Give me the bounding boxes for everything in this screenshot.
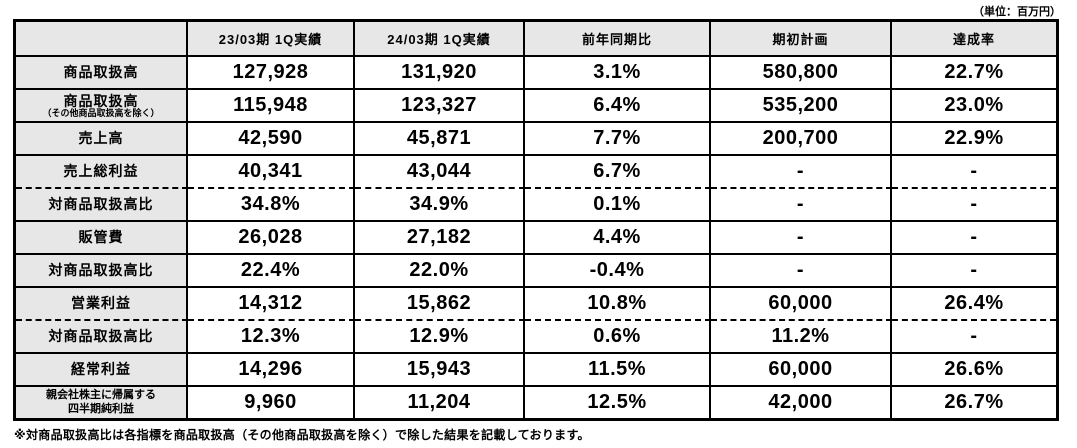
row-label: 商品取扱高: [16, 55, 188, 88]
results-table: 23/03期 1Q実績 24/03期 1Q実績 前年同期比 期初計画 達成率商品取扱高 1…: [13, 19, 1059, 421]
value-cell: 14,312: [188, 286, 355, 319]
value-cell: 60,000: [711, 286, 892, 319]
value-cell: 15,862: [355, 286, 525, 319]
value-cell: 22.9%: [892, 121, 1056, 154]
row-label: 販管費: [16, 220, 188, 253]
row-label-text: 売上総利益: [63, 163, 139, 180]
value-cell: -0.4%: [525, 253, 711, 286]
value-cell: 580,800: [711, 55, 892, 88]
value-cell: -: [711, 187, 892, 220]
column-header: 前年同期比: [525, 22, 711, 55]
value-cell: 45,871: [355, 121, 525, 154]
value-cell: -: [892, 253, 1056, 286]
value-cell: 12.3%: [188, 319, 355, 352]
value-cell: 6.7%: [525, 154, 711, 187]
value-cell: -: [892, 220, 1056, 253]
value-cell: 3.1%: [525, 55, 711, 88]
value-cell: -: [892, 319, 1056, 352]
value-cell: 26,028: [188, 220, 355, 253]
row-label-text: 対商品取扱高比: [48, 328, 154, 345]
row-label: 売上高: [16, 121, 188, 154]
row-label: 親会社株主に帰属する 四半期純利益: [16, 385, 188, 418]
value-cell: 12.9%: [355, 319, 525, 352]
row-sublabel-text: （その他商品取扱高を除く）: [42, 107, 160, 118]
footnote: ※対商品取扱高比は各指標を商品取扱高（その他商品取扱高を除く）で除した結果を記載…: [14, 428, 590, 442]
value-cell: 26.6%: [892, 352, 1056, 385]
column-header: 23/03期 1Q実績: [188, 22, 355, 55]
value-cell: 4.4%: [525, 220, 711, 253]
value-cell: 535,200: [711, 88, 892, 121]
value-cell: -: [711, 220, 892, 253]
value-cell: 12.5%: [525, 385, 711, 418]
column-header: 達成率: [892, 22, 1056, 55]
value-cell: -: [711, 253, 892, 286]
row-label: 商品取扱高 （その他商品取扱高を除く）: [16, 88, 188, 121]
value-cell: 9,960: [188, 385, 355, 418]
value-cell: 11,204: [355, 385, 525, 418]
value-cell: 14,296: [188, 352, 355, 385]
corner-cell: [16, 22, 188, 55]
row-label-text: 親会社株主に帰属する: [46, 388, 156, 401]
column-header: 24/03期 1Q実績: [355, 22, 525, 55]
row-label: 営業利益: [16, 286, 188, 319]
value-cell: -: [892, 187, 1056, 220]
value-cell: 22.4%: [188, 253, 355, 286]
value-cell: 26.4%: [892, 286, 1056, 319]
value-cell: 22.7%: [892, 55, 1056, 88]
row-label-text: 対商品取扱高比: [48, 196, 154, 213]
value-cell: 0.1%: [525, 187, 711, 220]
value-cell: 11.5%: [525, 352, 711, 385]
value-cell: 10.8%: [525, 286, 711, 319]
value-cell: -: [711, 154, 892, 187]
value-cell: 23.0%: [892, 88, 1056, 121]
row-label-text: 経常利益: [71, 361, 131, 378]
row-label-text: 販管費: [78, 229, 124, 246]
value-cell: 6.4%: [525, 88, 711, 121]
value-cell: -: [892, 154, 1056, 187]
value-cell: 42,590: [188, 121, 355, 154]
row-label-line2: 四半期純利益: [68, 402, 134, 415]
value-cell: 15,943: [355, 352, 525, 385]
row-label: 売上総利益: [16, 154, 188, 187]
value-cell: 123,327: [355, 88, 525, 121]
row-label: 対商品取扱高比: [16, 187, 188, 220]
row-label: 対商品取扱高比: [16, 319, 188, 352]
row-label: 経常利益: [16, 352, 188, 385]
value-cell: 0.6%: [525, 319, 711, 352]
value-cell: 11.2%: [711, 319, 892, 352]
value-cell: 26.7%: [892, 385, 1056, 418]
row-label-text: 売上高: [78, 130, 124, 147]
value-cell: 200,700: [711, 121, 892, 154]
row-label-text: 営業利益: [71, 295, 131, 312]
row-label: 対商品取扱高比: [16, 253, 188, 286]
row-label-text: 商品取扱高: [63, 92, 139, 109]
value-cell: 7.7%: [525, 121, 711, 154]
column-header: 期初計画: [711, 22, 892, 55]
value-cell: 42,000: [711, 385, 892, 418]
value-cell: 60,000: [711, 352, 892, 385]
value-cell: 34.9%: [355, 187, 525, 220]
row-label-text: 対商品取扱高比: [48, 262, 154, 279]
value-cell: 131,920: [355, 55, 525, 88]
value-cell: 27,182: [355, 220, 525, 253]
value-cell: 115,948: [188, 88, 355, 121]
unit-label: （単位：百万円）: [973, 6, 1061, 18]
value-cell: 34.8%: [188, 187, 355, 220]
row-label-text: 商品取扱高: [63, 64, 139, 81]
value-cell: 40,341: [188, 154, 355, 187]
value-cell: 127,928: [188, 55, 355, 88]
value-cell: 43,044: [355, 154, 525, 187]
value-cell: 22.0%: [355, 253, 525, 286]
